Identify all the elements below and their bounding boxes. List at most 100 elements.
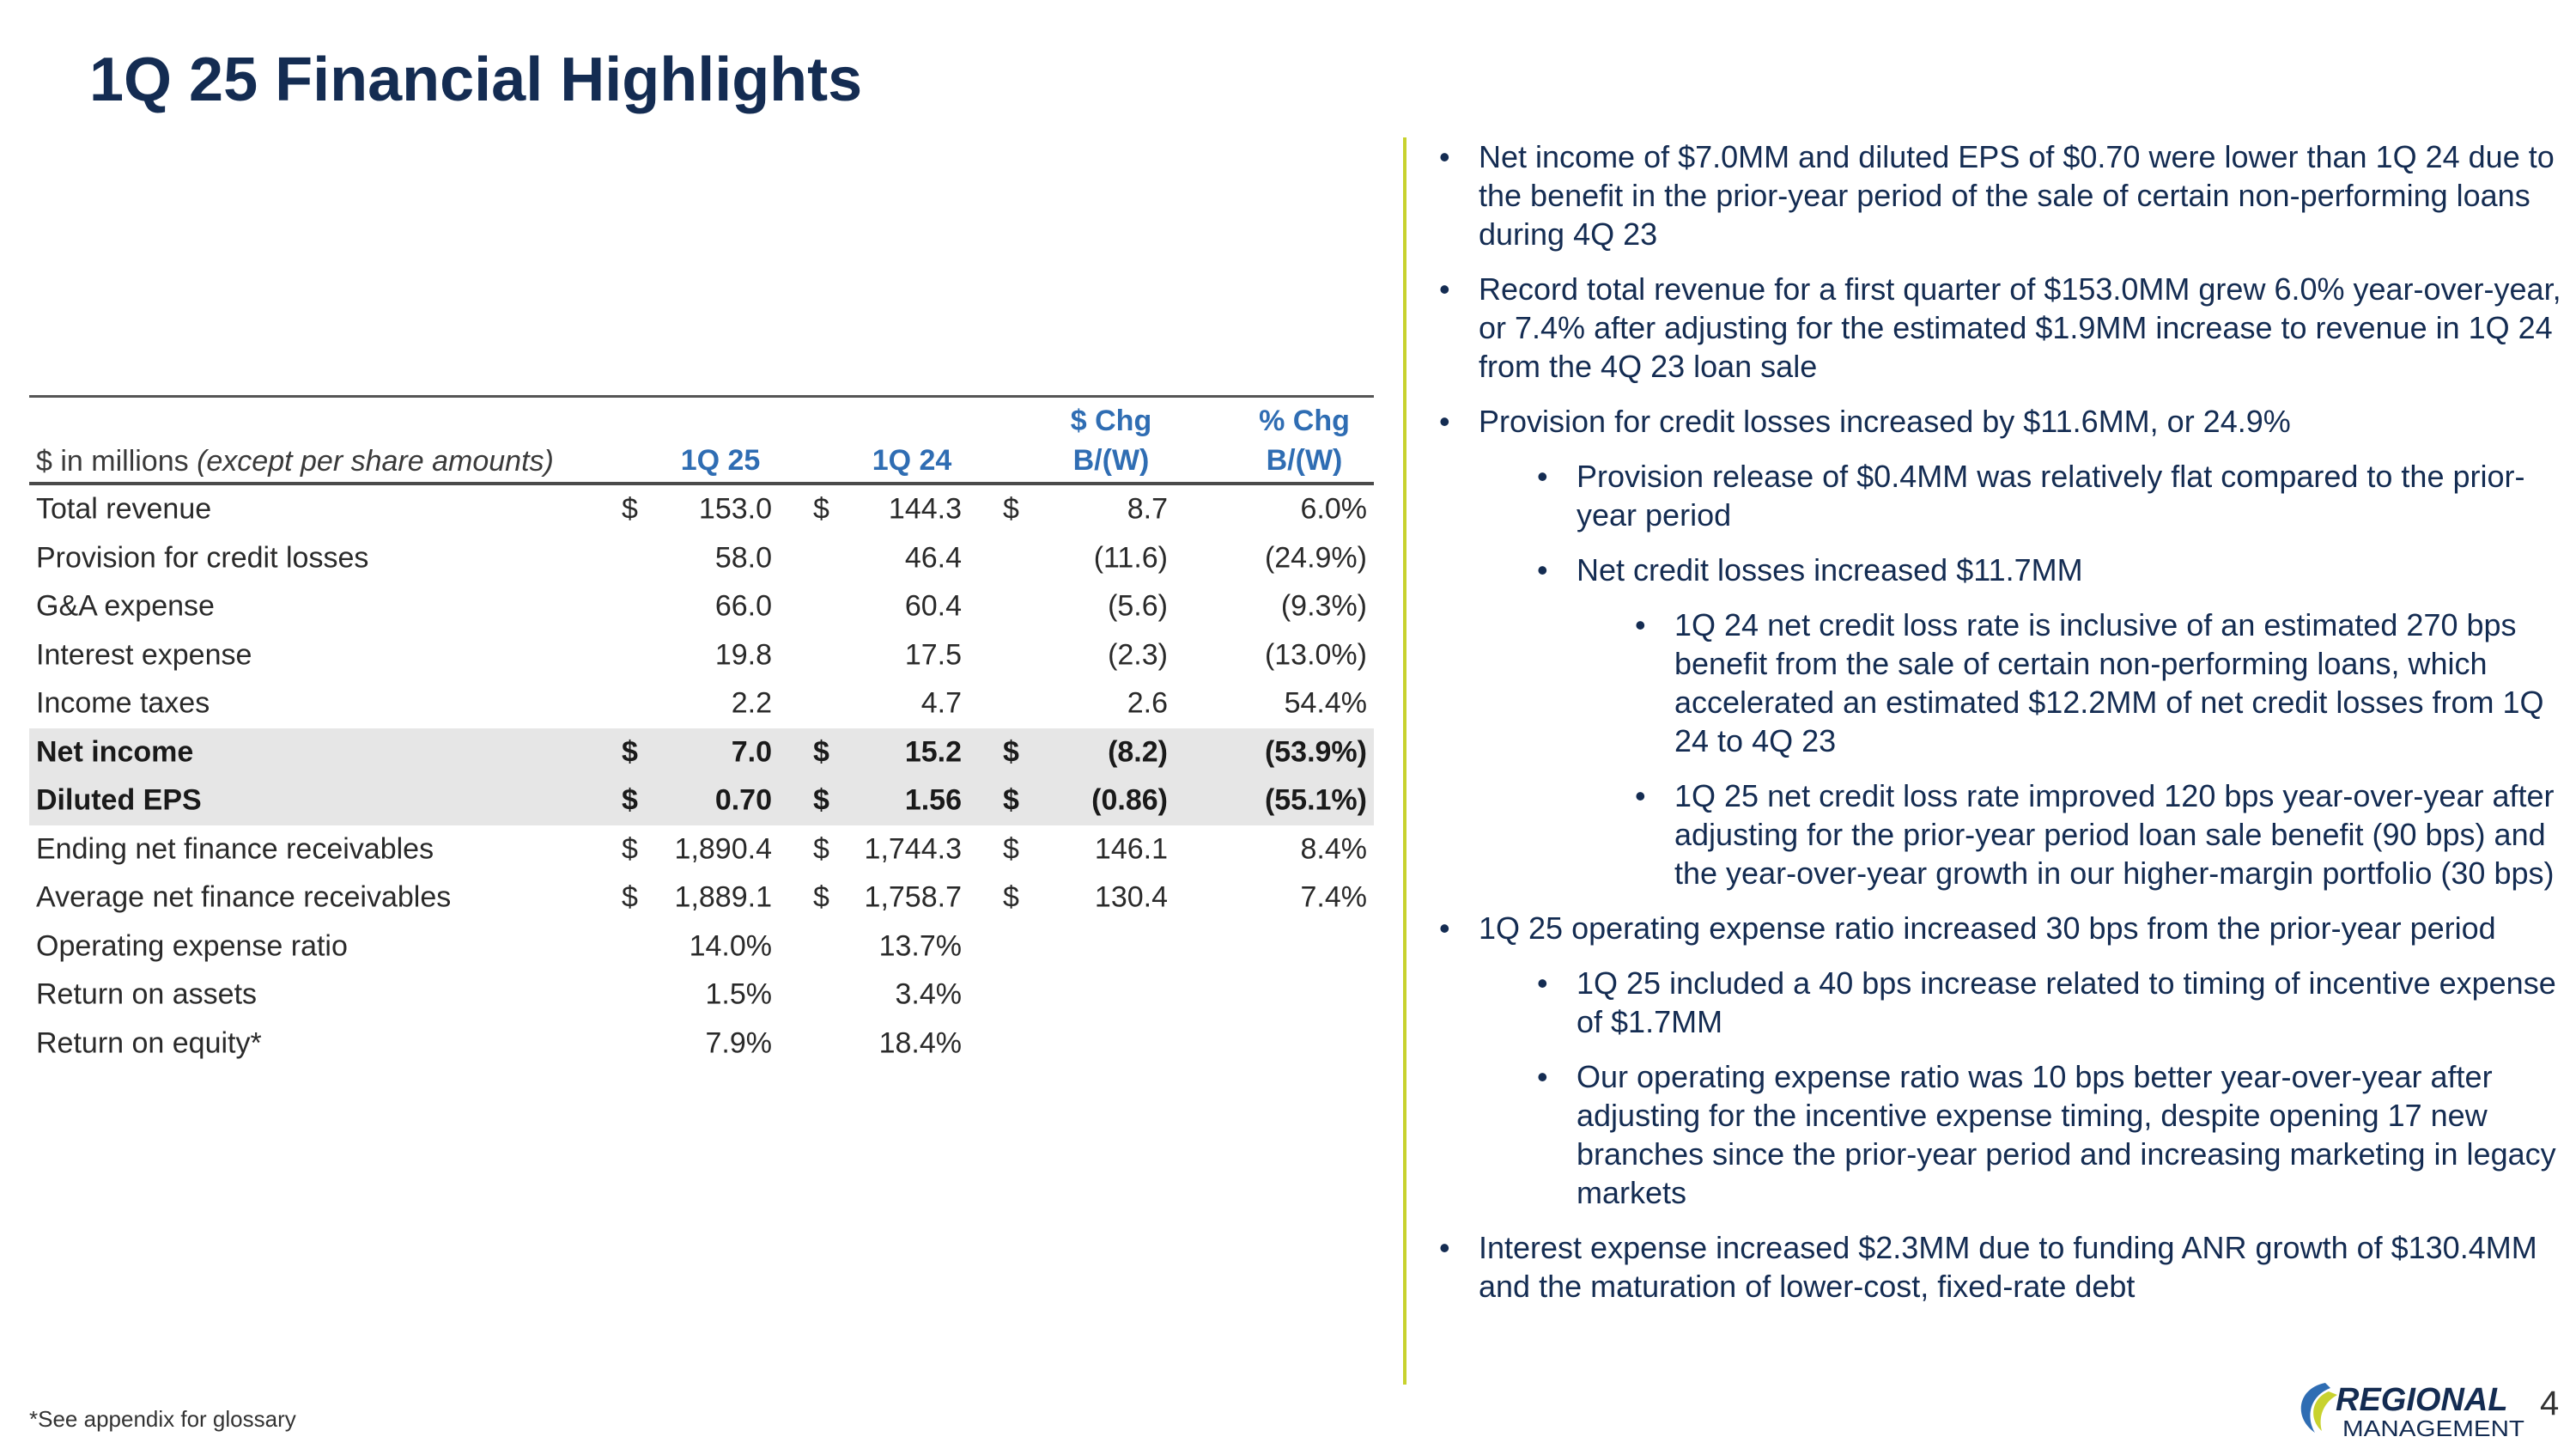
currency-sign: $ [1003,880,1019,914]
value-1q25: 0.70 [714,783,772,817]
value-1q25: 1,890.4 [674,832,772,866]
value-1q24: 18.4% [878,1026,962,1060]
row-label: Average net finance receivables [36,880,452,914]
value-1q24: 17.5 [904,638,962,672]
value-1q24: 144.3 [888,492,962,526]
bullet-provision-release: Provision release of $0.4MM was relative… [1431,457,2564,534]
units-label-prefix: $ in millions [36,445,197,478]
value-dollar-change: 146.1 [1094,832,1168,866]
value-1q24: 1,758.7 [864,880,962,914]
table-row: Return on equity* 7.9% 18.4% [29,1020,1374,1068]
table-row: Net income $7.0 $15.2 $ (8.2) (53.9%) [29,728,1374,776]
regional-management-logo: REGIONAL MANAGEMENT [2300,1382,2524,1441]
table-row: Diluted EPS $0.70 $1.56 $ (0.86) (55.1%) [29,776,1374,825]
value-1q25: 1,889.1 [674,880,772,914]
row-label: Return on assets [36,977,258,1011]
table-body: Total revenue $153.0 $144.3 $8.7 6.0% Provisi… [29,485,1374,1068]
currency-sign: $ [813,735,829,769]
glossary-footnote: *See appendix for glossary [29,1406,296,1432]
currency-sign: $ [622,880,638,914]
value-percent-change: 8.4% [1300,832,1368,866]
value-1q24: 46.4 [904,541,962,575]
currency-sign: $ [813,880,829,914]
row-label: Diluted EPS [36,783,202,817]
currency-sign: $ [622,832,638,866]
table-row: Return on assets 1.5% 3.4% [29,971,1374,1020]
value-1q24: 4.7 [920,686,962,720]
col-header-dollar-change: $ Chg B/(W) [1034,401,1188,480]
value-1q25: 1.5% [705,977,773,1011]
currency-sign: $ [1003,492,1019,526]
bullet-provision: Provision for credit losses increased by… [1431,402,2564,441]
col-header-1q25: 1Q 25 [680,444,761,477]
value-1q24: 1.56 [904,783,962,817]
bullet-net-credit-losses: Net credit losses increased $11.7MM [1431,551,2564,589]
value-percent-change: (55.1%) [1264,783,1367,817]
value-1q25: 7.0 [731,735,772,769]
table-row: Total revenue $153.0 $144.3 $8.7 6.0% [29,485,1374,534]
col-header-percent-change: % Chg B/(W) [1227,401,1382,480]
col-header-1q24: 1Q 24 [872,444,952,477]
currency-sign: $ [1003,735,1019,769]
value-1q25: 66.0 [714,589,772,623]
currency-sign: $ [622,492,638,526]
value-dollar-change: 130.4 [1094,880,1168,914]
value-dollar-change: 2.6 [1127,686,1168,720]
table-row: Income taxes 2.2 4.7 2.6 54.4% [29,679,1374,728]
currency-sign: $ [813,783,829,817]
currency-sign: $ [1003,832,1019,866]
row-label: G&A expense [36,589,215,623]
units-label: $ in millions (except per share amounts) [36,445,554,478]
value-percent-change: (53.9%) [1264,735,1367,769]
table-row: Interest expense 19.8 17.5 (2.3) (13.0%) [29,631,1374,680]
currency-sign: $ [1003,783,1019,817]
bullet-net-income: Net income of $7.0MM and diluted EPS of … [1431,137,2564,253]
col-header-percent-change-line1: % Chg [1259,405,1350,437]
bullet-1q24-loss-rate: 1Q 24 net credit loss rate is inclusive … [1431,606,2564,760]
col-header-percent-change-line2: B/(W) [1266,444,1343,477]
row-label: Interest expense [36,638,252,672]
bullet-incentive-timing: 1Q 25 included a 40 bps increase related… [1431,964,2564,1041]
value-percent-change: (9.3%) [1280,589,1367,623]
bullet-total-revenue: Record total revenue for a first quarter… [1431,270,2564,386]
value-dollar-change: 8.7 [1127,492,1168,526]
logo-swoosh-icon [2300,1383,2330,1433]
value-1q25: 58.0 [714,541,772,575]
value-1q24: 1,744.3 [864,832,962,866]
highlights-list: Net income of $7.0MM and diluted EPS of … [1431,137,2564,1322]
value-1q25: 153.0 [698,492,772,526]
units-label-note: (except per share amounts) [197,445,554,478]
value-percent-change: (13.0%) [1264,638,1367,672]
value-percent-change: 54.4% [1284,686,1367,720]
table-row: Operating expense ratio 14.0% 13.7% [29,922,1374,971]
value-1q24: 15.2 [904,735,962,769]
value-dollar-change: (11.6) [1093,541,1168,575]
row-label: Provision for credit losses [36,541,369,575]
value-1q25: 19.8 [714,638,772,672]
currency-sign: $ [622,735,638,769]
currency-sign: $ [813,492,829,526]
table-row: Provision for credit losses 58.0 46.4 (11.6… [29,534,1374,583]
value-1q25: 14.0% [689,929,772,963]
value-1q25: 7.9% [705,1026,773,1060]
bullet-opex-adjusted: Our operating expense ratio was 10 bps b… [1431,1057,2564,1212]
logo-line2: MANAGEMENT [2342,1416,2524,1441]
page-number: 4 [2540,1385,2560,1422]
value-percent-change: 7.4% [1300,880,1368,914]
table-row: Average net finance receivables $1,889.1 $… [29,874,1374,922]
value-percent-change: 6.0% [1300,492,1368,526]
table-header: $ in millions (except per share amounts)… [29,398,1374,485]
value-1q24: 3.4% [895,977,963,1011]
table-row: G&A expense 66.0 60.4 (5.6) (9.3%) [29,582,1374,631]
bullet-1q25-loss-rate: 1Q 25 net credit loss rate improved 120 … [1431,776,2564,892]
vertical-divider [1403,137,1406,1385]
bullet-interest-expense: Interest expense increased $2.3MM due to… [1431,1228,2564,1306]
value-percent-change: (24.9%) [1264,541,1367,575]
currency-sign: $ [813,832,829,866]
value-1q24: 13.7% [878,929,962,963]
currency-sign: $ [622,783,638,817]
bullet-opex-ratio: 1Q 25 operating expense ratio increased … [1431,909,2564,947]
value-dollar-change: (8.2) [1108,735,1168,769]
financial-table: $ in millions (except per share amounts)… [29,395,1374,1068]
col-header-dollar-change-line1: $ Chg [1070,405,1152,437]
